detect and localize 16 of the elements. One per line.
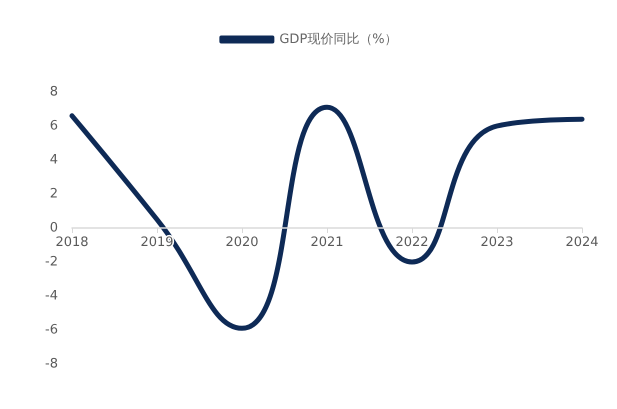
x-tick-label: 2023 <box>480 235 514 250</box>
y-tick-label: 8 <box>50 84 58 100</box>
y-tick-label: -8 <box>45 356 58 372</box>
x-tick-label: 2024 <box>565 235 599 250</box>
y-tick-label: 2 <box>50 186 58 202</box>
y-tick-label: -4 <box>45 288 58 304</box>
y-tick-label: -2 <box>45 254 58 270</box>
x-tick-label: 2021 <box>310 235 344 250</box>
y-tick-label: 4 <box>50 152 58 168</box>
y-tick-label: 6 <box>50 118 58 134</box>
y-tick-label: -6 <box>45 322 58 338</box>
x-tick-label: 2018 <box>55 235 89 250</box>
legend-label: GDP现价同比（%） <box>279 32 398 47</box>
x-tick-label: 2020 <box>225 235 259 250</box>
x-tick-label: 2022 <box>395 235 429 250</box>
y-tick-label: 0 <box>50 220 58 236</box>
